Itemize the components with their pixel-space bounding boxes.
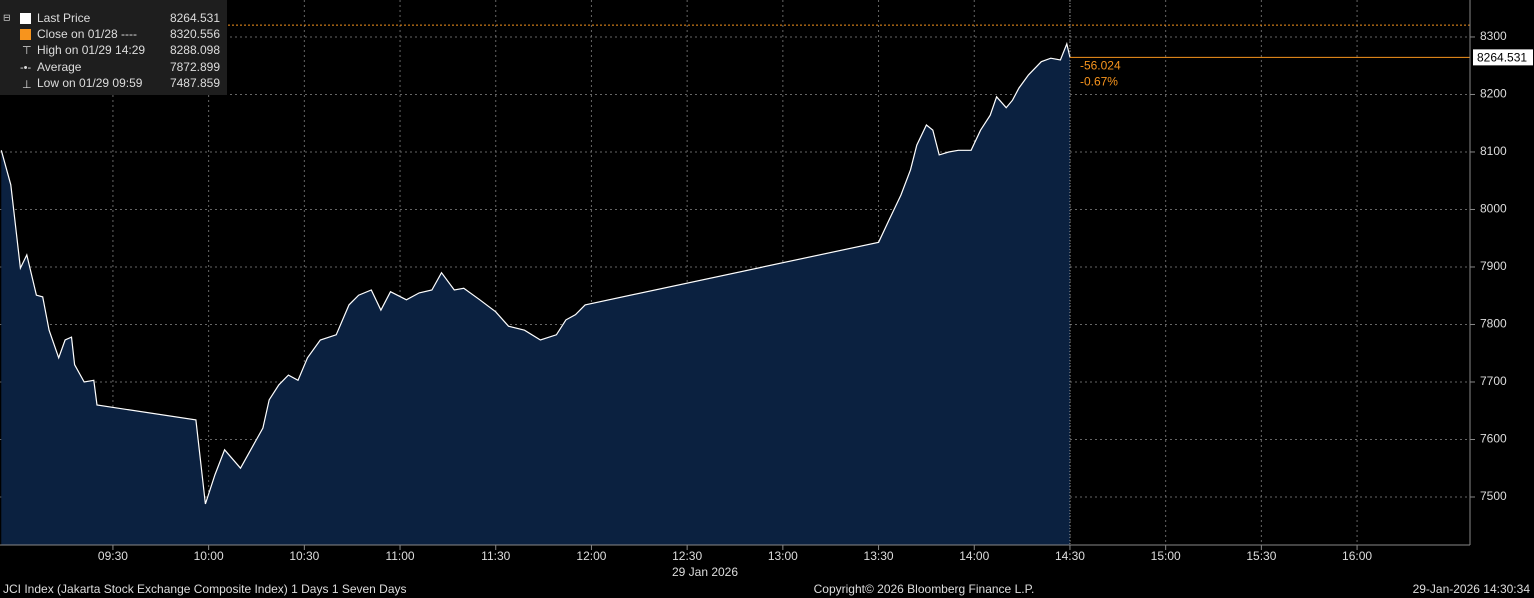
x-tick-label: 11:00 — [385, 549, 414, 563]
legend-value: 8264.531 — [170, 11, 220, 25]
line — [0, 41, 1071, 505]
x-tick-label: 16:00 — [1342, 549, 1372, 563]
y-tick-label: 7900 — [1480, 259, 1507, 273]
area — [1, 43, 1071, 546]
x-tick-label: 12:30 — [672, 549, 702, 563]
legend-icon: ⊤ — [22, 45, 32, 57]
x-tick-label: 15:00 — [1151, 549, 1181, 563]
last-price-label: 8264.531 — [1477, 51, 1527, 65]
footer-right: 29-Jan-2026 14:30:34 — [1413, 582, 1531, 596]
x-tick-label: 13:30 — [864, 549, 894, 563]
x-tick-label: 15:30 — [1246, 549, 1276, 563]
y-tick-label: 7500 — [1480, 489, 1507, 503]
x-tick-label: 09:30 — [98, 549, 128, 563]
change-pct-label: -0.67% — [1080, 75, 1118, 89]
legend-value: 8320.556 — [170, 27, 220, 41]
x-tick-label: 10:30 — [289, 549, 319, 563]
legend-label: Low on 01/29 09:59 — [37, 76, 143, 90]
y-tick-label: 8100 — [1480, 144, 1507, 158]
legend: ⊤ -•- ⊥ ⊟ Last Price Close on 01/28 ----… — [0, 0, 227, 95]
x-tick-label: 13:00 — [768, 549, 798, 563]
legend-swatch — [20, 29, 31, 40]
y-tick-label: 8300 — [1480, 29, 1507, 43]
x-tick-label: 10:00 — [194, 549, 224, 563]
x-tick-label: 14:00 — [959, 549, 989, 563]
legend-label: Last Price — [37, 11, 91, 25]
footer-center: Copyright© 2026 Bloomberg Finance L.P. — [814, 582, 1035, 596]
legend-value: 7487.859 — [170, 76, 220, 90]
y-tick-label: 7700 — [1480, 374, 1507, 388]
x-tick-label: 14:30 — [1055, 549, 1085, 563]
y-tick-label: 8000 — [1480, 202, 1507, 216]
x-axis-label: 29 Jan 2026 — [672, 565, 738, 579]
legend-box — [0, 0, 227, 95]
change-label: -56.024 — [1080, 59, 1121, 73]
y-tick-label: 8200 — [1480, 87, 1507, 101]
y-tick-label: 7800 — [1480, 317, 1507, 331]
last-price-box — [1473, 49, 1533, 66]
legend-label: Average — [37, 60, 82, 74]
legend-value: 7872.899 — [170, 60, 220, 74]
legend-icon: ⊥ — [22, 79, 32, 91]
footer-left: JCI Index (Jakarta Stock Exchange Compos… — [3, 582, 407, 596]
legend-icon: ⊟ — [3, 12, 11, 22]
x-tick-label: 11:30 — [481, 549, 510, 563]
legend-value: 8288.098 — [170, 43, 220, 57]
x-tick-label: 12:00 — [576, 549, 606, 563]
legend-label: Close on 01/28 ---- — [37, 27, 137, 41]
legend-icon: -•- — [20, 62, 32, 74]
legend-label: High on 01/29 14:29 — [37, 43, 145, 57]
y-tick-label: 7600 — [1480, 432, 1507, 446]
legend-swatch — [20, 13, 31, 24]
